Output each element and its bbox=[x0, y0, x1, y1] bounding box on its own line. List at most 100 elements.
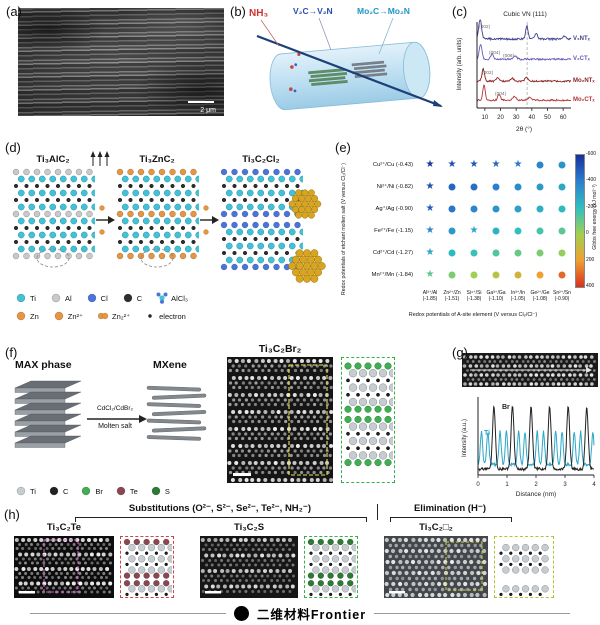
zn-ion bbox=[99, 229, 105, 235]
reaction-arrow bbox=[108, 216, 115, 224]
gold-cluster-atom bbox=[288, 262, 297, 270]
xrd-title: Cubic VN (111) bbox=[503, 11, 546, 18]
legend-row-2: Zn Zn²⁺ Zn₂²⁺ electron bbox=[15, 310, 186, 322]
series-label-br: Br bbox=[502, 404, 510, 411]
x-tick: 1 bbox=[505, 482, 509, 488]
gold-cluster-atom bbox=[295, 249, 304, 258]
legend-label: Te bbox=[129, 486, 138, 496]
flow-arrow bbox=[256, 34, 442, 108]
dot-marker bbox=[514, 205, 522, 213]
reaction-arrow bbox=[212, 216, 219, 224]
dot-marker bbox=[514, 183, 522, 191]
gold-cluster-atom bbox=[298, 194, 306, 202]
max-layer bbox=[14, 380, 82, 389]
e-col-label: Ge²⁺/Ge (-1.08) bbox=[530, 290, 550, 302]
dot-marker bbox=[536, 227, 544, 235]
star-marker: ★ bbox=[425, 225, 435, 236]
dot-marker bbox=[492, 183, 500, 191]
Zn₂²⁺-icon bbox=[97, 312, 109, 320]
mxene-layer bbox=[151, 393, 207, 400]
dot-marker bbox=[448, 205, 456, 213]
gold-cluster-atom bbox=[314, 200, 322, 208]
product-title: Ti₃C₂Br₂ bbox=[258, 343, 302, 355]
panel-c-label: (c) bbox=[452, 4, 468, 19]
gold-cluster-atom bbox=[301, 200, 309, 208]
mo2c-reaction-label: Mo₂C→Mo₂N bbox=[357, 6, 410, 16]
atomic-model-box bbox=[494, 536, 554, 604]
dot-marker bbox=[448, 227, 456, 235]
up-arrow bbox=[90, 151, 96, 157]
panel-f-legend: Ti C Br Te S bbox=[15, 485, 170, 497]
Cl-icon bbox=[87, 293, 96, 303]
xrd-trace bbox=[476, 43, 572, 62]
scale-bar bbox=[19, 591, 35, 594]
e-row-label: Cu²⁺/Cu (-0.43) bbox=[372, 162, 413, 168]
group-title: Ti₃C₂□₂ bbox=[419, 522, 453, 533]
gold-cluster-atom bbox=[291, 206, 299, 214]
divider-line bbox=[374, 612, 571, 614]
e-row-label: Ag⁺/Ag (-0.90) bbox=[375, 206, 413, 212]
xrd-trace bbox=[476, 18, 572, 42]
xrd-chart: Cubic VN (111) Intensity (arb. units) 2θ… bbox=[457, 11, 595, 133]
Zn²⁺-icon bbox=[54, 311, 64, 321]
stem-strip-image bbox=[462, 353, 598, 387]
trace-label: Mo₂CTₓ bbox=[573, 97, 595, 103]
Br-icon bbox=[82, 486, 91, 496]
gold-cluster-atom bbox=[291, 194, 299, 202]
zn-ion bbox=[203, 229, 209, 235]
zn-ion bbox=[203, 205, 209, 211]
Zn-icon bbox=[16, 311, 26, 321]
gold-cluster-atom bbox=[295, 274, 304, 283]
legend-item: Zn bbox=[15, 310, 39, 322]
Ti-icon bbox=[16, 486, 26, 496]
structure-title: Ti₃ZnC₂ bbox=[139, 154, 175, 165]
trace-label: V₂NTₓ bbox=[573, 36, 591, 42]
e-row-label: Mn²⁺/Mn (-1.84) bbox=[371, 272, 413, 278]
xrd-ylabel: Intensity (arb. units) bbox=[457, 38, 463, 91]
trace-label: Mo₂NTₓ bbox=[573, 78, 595, 84]
flow-arrowhead bbox=[433, 100, 443, 107]
peak-annotation: (004) bbox=[489, 50, 501, 56]
e-col-label: Al³⁺/Al (-1.85) bbox=[422, 290, 438, 302]
dot-marker bbox=[536, 205, 544, 213]
panel-f: (f) MAX phase MXene CdCl₂/CdBr₂ Molten s… bbox=[5, 343, 450, 503]
AlCl₃-icon bbox=[156, 292, 168, 304]
gold-cluster-atom bbox=[306, 268, 315, 277]
panel-h-label: (h) bbox=[4, 507, 20, 522]
gold-cluster-atom bbox=[303, 262, 311, 270]
mxene-layer bbox=[146, 385, 202, 392]
star-marker: ★ bbox=[425, 203, 435, 214]
stem-image-ti3c2s bbox=[200, 536, 298, 598]
dot-marker bbox=[492, 205, 500, 213]
highlight-ellipse bbox=[36, 248, 70, 268]
dot-marker bbox=[536, 249, 544, 257]
up-arrow bbox=[97, 151, 103, 157]
colorbar-ticks: -600 -400 -200 0 200 400 bbox=[586, 151, 600, 289]
x-tick: 3 bbox=[563, 482, 567, 488]
legend-label: Zn²⁺ bbox=[67, 311, 83, 321]
panel-e-label: (e) bbox=[335, 140, 351, 155]
highlight-box bbox=[445, 541, 483, 591]
gold-cluster-atom bbox=[288, 200, 296, 208]
dot-marker bbox=[558, 249, 566, 257]
crystal-structure-ti3znc2 bbox=[116, 168, 199, 260]
dot-marker bbox=[448, 271, 456, 279]
dot-marker bbox=[558, 183, 566, 191]
x-tick: 40 bbox=[528, 115, 535, 121]
star-marker: ★ bbox=[513, 159, 523, 170]
legend-item: AlCl₃ bbox=[156, 292, 188, 304]
panel-b-label: (b) bbox=[230, 4, 246, 19]
colorbar-tick: 400 bbox=[586, 283, 595, 289]
gold-cluster-atom bbox=[307, 189, 315, 197]
max-layer bbox=[14, 413, 82, 422]
gold-cluster-atom bbox=[310, 274, 319, 283]
intensity-profile-chart: 0 1 2 3 4 Distance (nm) Intensity (a.u.) Ti Br bbox=[462, 397, 596, 498]
brand-name: 二维材料Frontier bbox=[256, 607, 367, 622]
gold-cluster-atom bbox=[311, 206, 319, 214]
e-row-label: Fe²⁺/Fe (-1.15) bbox=[374, 228, 413, 234]
panel-e: (e) Redox potentials of etchant molten s… bbox=[333, 140, 600, 343]
tube-furnace bbox=[269, 41, 431, 111]
S-icon bbox=[151, 486, 161, 496]
gold-cluster-atom bbox=[299, 268, 308, 277]
